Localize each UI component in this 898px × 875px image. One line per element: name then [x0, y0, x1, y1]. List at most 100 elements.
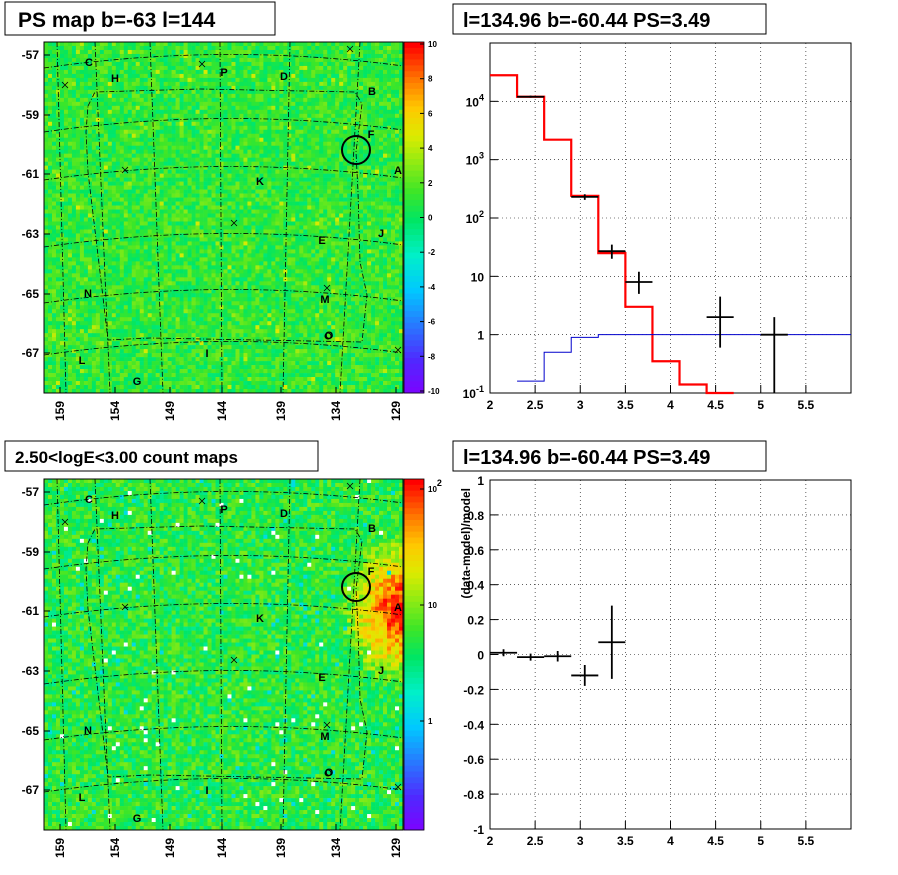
map-pixel: [79, 173, 85, 178]
map-pixel: [243, 293, 248, 298]
map-pixel: [83, 93, 89, 99]
map-pixel: [211, 169, 216, 174]
map-pixel: [87, 161, 93, 166]
map-pixel: [263, 293, 268, 298]
map-pixel: [103, 273, 109, 278]
map-pixel: [231, 201, 236, 206]
map-pixel: [163, 237, 168, 242]
map-pixel: [103, 69, 109, 75]
map-pixel: [267, 161, 272, 166]
map-pixel: [63, 305, 69, 310]
map-pixel: [51, 109, 57, 115]
map-pixel: [155, 225, 160, 230]
map-pixel: [131, 389, 137, 394]
map-pixel: [199, 185, 204, 190]
map-pixel: [44, 85, 49, 91]
map-pixel: [99, 173, 105, 178]
map-pixel: [47, 365, 53, 370]
map-pixel: [243, 373, 248, 378]
map-pixel: [143, 377, 149, 382]
map-pixel: [83, 81, 89, 87]
map-pixel: [195, 85, 200, 91]
map-pixel: [183, 373, 188, 378]
map-pixel: [131, 205, 137, 210]
map-pixel: [187, 357, 192, 362]
map-pixel: [203, 369, 208, 374]
map-pixel: [211, 141, 216, 147]
map-pixel: [255, 225, 260, 230]
map-pixel: [79, 333, 85, 338]
map-pixel: [247, 149, 252, 154]
map-pixel: [115, 193, 121, 198]
map-pixel: [243, 365, 248, 370]
map-pixel: [223, 85, 228, 91]
map-pixel: [135, 133, 141, 139]
map-pixel: [219, 329, 224, 334]
map-pixel: [195, 265, 200, 270]
map-pixel: [115, 317, 121, 322]
map-pixel: [123, 101, 129, 107]
map-pixel: [211, 301, 216, 306]
map-pixel: [95, 149, 101, 154]
map-pixel: [267, 217, 272, 222]
map-pixel: [87, 313, 93, 318]
map-pixel: [243, 109, 248, 115]
map-pixel: [207, 333, 212, 338]
map-pixel: [159, 369, 164, 374]
map-pixel: [219, 61, 224, 67]
map-pixel: [199, 209, 204, 214]
map-pixel: [75, 237, 81, 242]
map-pixel: [135, 113, 141, 119]
map-pixel: [183, 337, 188, 342]
map-pixel: [139, 197, 145, 202]
map-pixel: [231, 129, 236, 135]
map-pixel: [211, 161, 216, 166]
map-pixel: [111, 297, 117, 302]
map-pixel: [223, 237, 228, 242]
map-pixel: [83, 61, 89, 67]
map-pixel: [79, 301, 85, 306]
map-pixel: [123, 153, 129, 158]
map-pixel: [235, 101, 240, 107]
map-pixel: [183, 329, 188, 334]
map-pixel: [75, 317, 81, 322]
map-pixel: [131, 125, 137, 131]
map-pixel: [55, 309, 61, 314]
map-pixel: [119, 273, 125, 278]
map-pixel: [111, 49, 117, 55]
map-pixel: [223, 365, 228, 370]
map-pixel: [207, 125, 212, 131]
map-pixel: [207, 57, 212, 63]
map-pixel: [267, 113, 272, 119]
map-pixel: [159, 77, 164, 83]
map-pixel: [47, 149, 53, 154]
map-pixel: [131, 193, 137, 198]
map-pixel: [223, 133, 228, 139]
map-pixel: [135, 169, 141, 174]
map-pixel: [95, 253, 101, 258]
map-pixel: [151, 69, 156, 75]
map-pixel: [223, 233, 228, 238]
map-pixel: [179, 329, 184, 334]
map-pixel: [211, 157, 216, 162]
map-pixel: [211, 153, 216, 158]
map-pixel: [199, 253, 204, 258]
map-pixel: [199, 353, 204, 358]
map-pixel: [215, 361, 220, 366]
map-pixel: [135, 145, 141, 150]
map-pixel: [95, 217, 101, 222]
map-pixel: [267, 277, 272, 282]
map-pixel: [135, 77, 141, 83]
map-pixel: [83, 361, 89, 366]
map-pixel: [107, 129, 113, 135]
map-pixel: [187, 213, 192, 218]
map-pixel: [135, 45, 141, 51]
map-pixel: [259, 113, 264, 119]
map-pixel: [199, 249, 204, 254]
map-pixel: [107, 81, 113, 87]
map-pixel: [227, 81, 232, 87]
map-pixel: [191, 185, 196, 190]
map-pixel: [223, 109, 228, 115]
map-pixel: [199, 333, 204, 338]
map-pixel: [115, 173, 121, 178]
